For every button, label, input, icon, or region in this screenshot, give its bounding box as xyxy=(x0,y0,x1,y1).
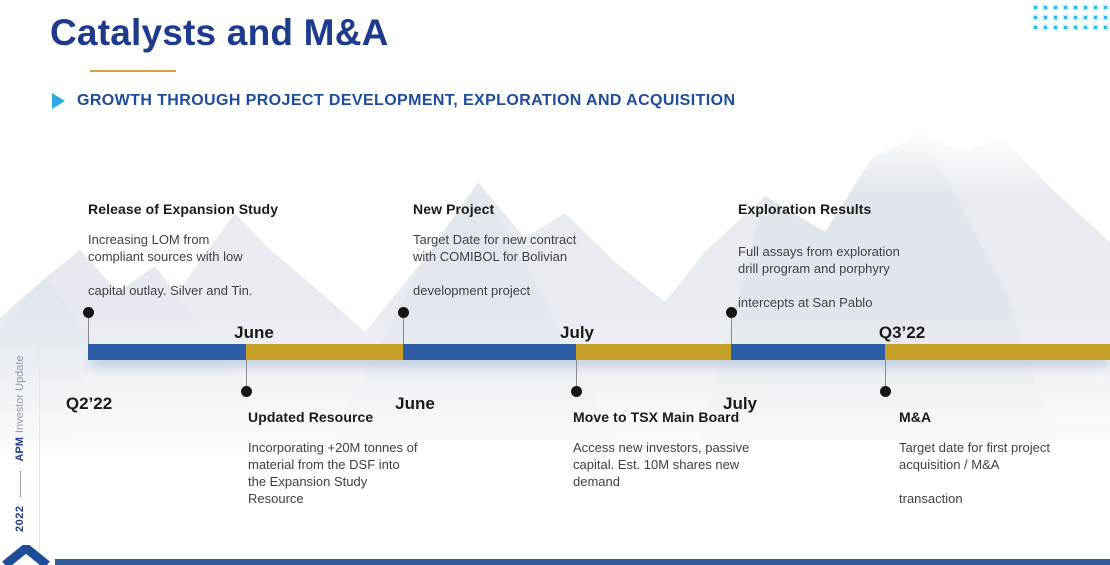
date-label-june-new-project: June xyxy=(395,394,435,413)
brand-name: APM xyxy=(14,437,26,462)
event-title: M&A xyxy=(899,409,932,425)
timeline-marker-july-below xyxy=(571,360,582,397)
timeline-event-ma: M&A Target date for first project acquis… xyxy=(899,409,1110,507)
marker-dot xyxy=(398,307,409,318)
date-label-june-updated-resource: June xyxy=(234,323,274,342)
decor-dot-grid xyxy=(1034,0,1110,36)
timeline-segment-gold xyxy=(885,344,1110,360)
marker-stem xyxy=(731,318,732,344)
event-body: Access new investors, passive capital. E… xyxy=(573,440,750,489)
timeline-event-updated-resource: Updated Resource Incorporating +20M tonn… xyxy=(248,409,498,507)
decor-dot xyxy=(1034,6,1037,9)
sidebar-dash-decoration xyxy=(19,470,21,497)
sidebar-vertical-text: 2022 APM Investor Update xyxy=(14,342,26,532)
marker-dot xyxy=(83,307,94,318)
event-title: Move to TSX Main Board xyxy=(573,409,740,425)
date-label-july-exploration: July xyxy=(722,394,758,413)
sidebar-divider-line xyxy=(39,345,40,555)
marker-stem xyxy=(88,318,89,344)
timeline-marker-q2-22 xyxy=(83,307,94,344)
bottom-accent-strip xyxy=(55,559,1110,565)
decor-dot xyxy=(1074,26,1077,29)
decor-dot xyxy=(1084,26,1087,29)
marker-stem xyxy=(403,318,404,344)
decor-dot xyxy=(1084,16,1087,19)
timeline-marker-q3-22 xyxy=(880,360,891,397)
slide-title: Catalysts and M&A xyxy=(50,12,389,53)
decor-dot xyxy=(1064,26,1067,29)
event-body: Incorporating +20M tonnes of material fr… xyxy=(248,440,418,506)
decor-dot xyxy=(1044,6,1047,9)
title-underline-decoration xyxy=(90,70,176,72)
timeline-event-new-project: New Project Target Date for new contract… xyxy=(413,201,663,299)
timeline-bar xyxy=(88,344,1110,360)
marker-stem xyxy=(246,360,247,386)
event-title: Exploration Results xyxy=(738,201,872,217)
decor-dot xyxy=(1054,16,1057,19)
decor-dot xyxy=(1044,16,1047,19)
event-title: Updated Resource xyxy=(248,409,374,425)
event-body: Increasing LOM from compliant sources wi… xyxy=(88,232,253,298)
decor-dot xyxy=(1094,26,1097,29)
decor-dot xyxy=(1034,16,1037,19)
triangle-bullet-icon xyxy=(52,93,65,109)
date-label-q3-22: Q3’22 xyxy=(878,323,926,342)
marker-dot xyxy=(880,386,891,397)
decor-dot xyxy=(1054,6,1057,9)
decor-dot xyxy=(1044,26,1047,29)
event-body: Full assays from exploration drill progr… xyxy=(738,244,900,310)
marker-dot xyxy=(726,307,737,318)
event-body: Target date for first project acquisitio… xyxy=(899,440,1051,506)
timeline-marker-june-above xyxy=(398,307,409,344)
event-title: New Project xyxy=(413,201,495,217)
timeline-event-exploration-results: Exploration Results Full assays from exp… xyxy=(738,201,988,311)
marker-dot xyxy=(571,386,582,397)
decor-dot xyxy=(1074,16,1077,19)
marker-stem xyxy=(576,360,577,386)
timeline-segment-gold xyxy=(246,344,403,360)
marker-dot xyxy=(241,386,252,397)
timeline-marker-june-below xyxy=(241,360,252,397)
timeline-segment-gold xyxy=(576,344,731,360)
decor-dot xyxy=(1104,16,1107,19)
timeline-segment-blue xyxy=(88,344,246,360)
marker-stem xyxy=(885,360,886,386)
decor-dot xyxy=(1054,26,1057,29)
timeline-segment-blue xyxy=(403,344,576,360)
timeline-event-move-to-tsx: Move to TSX Main Board Access new invest… xyxy=(573,409,823,490)
footer-year: 2022 xyxy=(14,505,26,532)
event-title: Release of Expansion Study xyxy=(88,201,279,217)
decor-dot xyxy=(1084,6,1087,9)
decor-dot xyxy=(1064,16,1067,19)
timeline-event-release-of-expansion-study: Release of Expansion Study Increasing LO… xyxy=(88,201,338,299)
decor-dot xyxy=(1104,26,1107,29)
decor-dot xyxy=(1074,6,1077,9)
subtitle-row: GROWTH THROUGH PROJECT DEVELOPMENT, EXPL… xyxy=(52,92,735,110)
company-chevron-logo-icon xyxy=(2,545,50,565)
decor-dot xyxy=(1064,6,1067,9)
event-body: Target Date for new contract with COMIBO… xyxy=(413,232,577,298)
date-label-q2-22: Q2’22 xyxy=(65,394,113,413)
decor-dot xyxy=(1094,6,1097,9)
decor-dot xyxy=(1034,26,1037,29)
timeline-marker-july-above xyxy=(726,307,737,344)
timeline-segment-blue xyxy=(731,344,885,360)
date-label-july-tsx: July xyxy=(559,323,595,342)
slide-subtitle: GROWTH THROUGH PROJECT DEVELOPMENT, EXPL… xyxy=(77,92,736,109)
decor-dot xyxy=(1104,6,1107,9)
brand-suffix: Investor Update xyxy=(14,355,26,434)
decor-dot xyxy=(1094,16,1097,19)
